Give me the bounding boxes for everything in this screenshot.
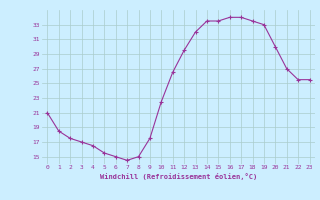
X-axis label: Windchill (Refroidissement éolien,°C): Windchill (Refroidissement éolien,°C)	[100, 173, 257, 180]
